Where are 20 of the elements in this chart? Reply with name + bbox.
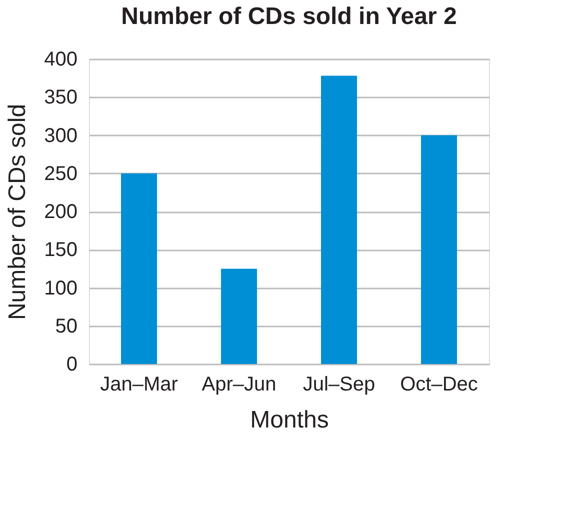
y-tick-label: 250 bbox=[44, 162, 78, 185]
y-axis-title: Number of CDs sold bbox=[4, 104, 32, 320]
y-tick-label: 100 bbox=[44, 277, 78, 300]
y-tick-label: 150 bbox=[44, 239, 78, 262]
bar bbox=[221, 268, 257, 364]
x-tick-label: Jan–Mar bbox=[100, 374, 178, 396]
x-axis-title: Months bbox=[250, 406, 329, 434]
x-tick-label: Jul–Sep bbox=[302, 374, 376, 396]
y-tick-label: 0 bbox=[66, 354, 78, 376]
y-tick-label: 400 bbox=[44, 48, 78, 70]
y-tick-label: 300 bbox=[44, 124, 78, 147]
y-tick-label: 200 bbox=[44, 201, 78, 223]
y-tick-label: 50 bbox=[55, 315, 78, 338]
bar bbox=[421, 135, 457, 364]
chart-title: Number of CDs sold in Year 2 bbox=[121, 3, 457, 30]
x-tick-label: Oct–Dec bbox=[400, 374, 478, 396]
y-tick-label: 350 bbox=[44, 86, 78, 109]
bar bbox=[121, 173, 157, 364]
x-tick-label: Apr–Jun bbox=[202, 374, 276, 396]
bar bbox=[321, 76, 357, 364]
